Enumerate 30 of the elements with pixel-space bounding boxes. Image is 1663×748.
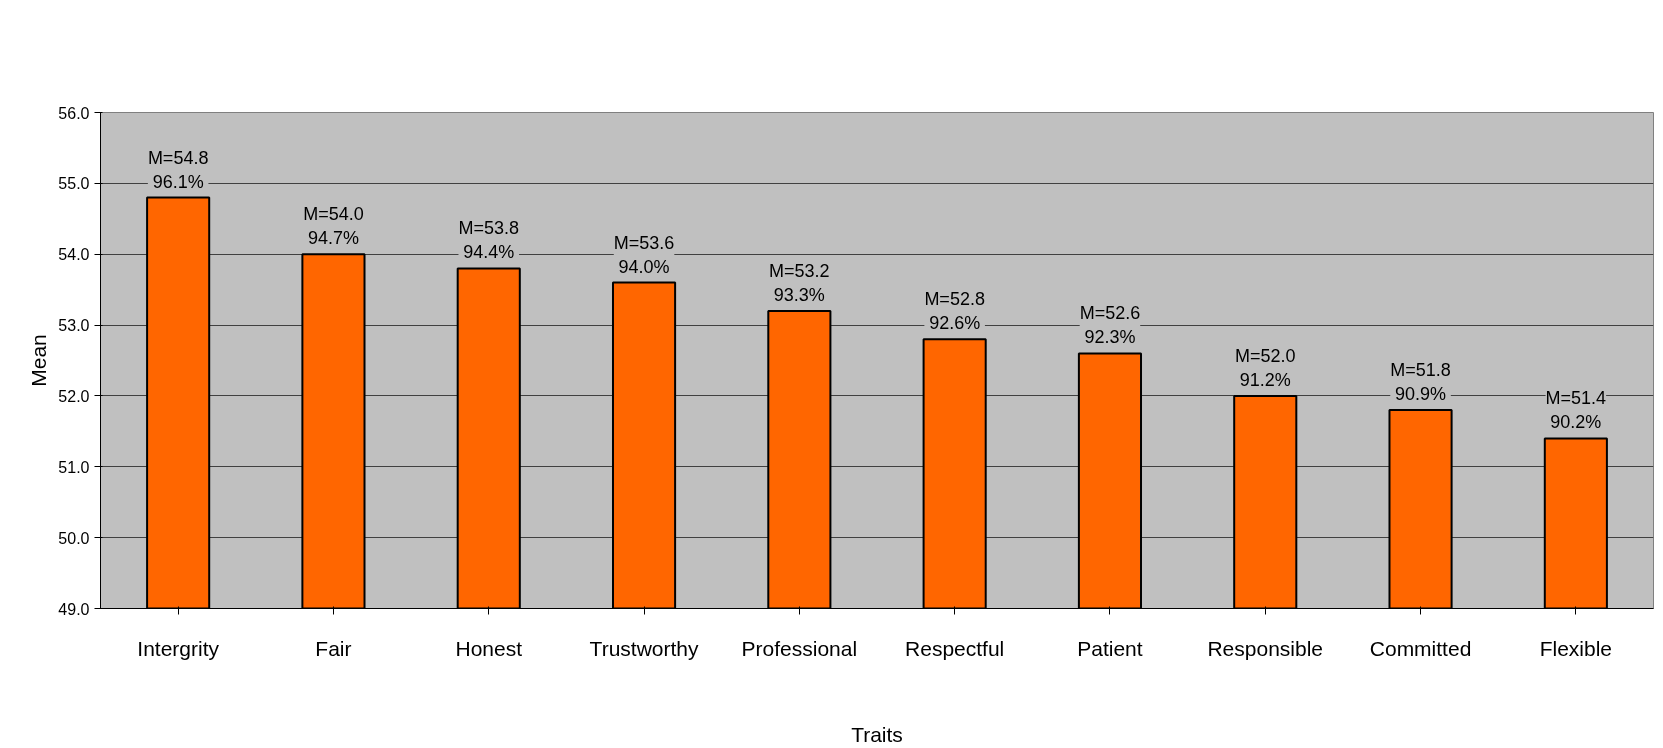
y-tick-label: 50.0 — [58, 529, 90, 547]
data-label: M=52.8 92.6% — [924, 289, 985, 334]
y-tick-label: 52.0 — [58, 387, 90, 405]
x-tick-label: Honest — [455, 636, 523, 660]
data-label: M=53.8 94.4% — [458, 218, 520, 263]
x-axis-title: Traits — [851, 722, 903, 746]
y-tick-label: 55.0 — [58, 175, 90, 193]
y-tick-label: 51.0 — [58, 458, 90, 476]
data-label: M=52.6 92.3% — [1079, 303, 1141, 348]
x-tick-label: Flexible — [1539, 636, 1613, 660]
y-tick-label: 56.0 — [58, 104, 90, 122]
data-label: M=51.8 90.9% — [1390, 360, 1451, 405]
x-tick-label: Patient — [1077, 636, 1143, 660]
y-axis-title: Mean — [27, 334, 51, 387]
y-tick-label: 53.0 — [58, 317, 90, 335]
x-tick-label: Respectful — [905, 636, 1005, 660]
x-tick-label: Trustworthy — [589, 636, 699, 660]
data-label: M=53.6 94.0% — [613, 232, 675, 277]
y-tick-label: 49.0 — [58, 600, 90, 618]
data-label: M=53.2 93.3% — [769, 260, 830, 305]
x-tick-label: Responsible — [1207, 636, 1324, 660]
y-tick-label: 54.0 — [58, 246, 90, 264]
x-tick-label: Fair — [315, 636, 352, 660]
x-tick-label: Professional — [741, 636, 858, 660]
data-label: M=51.4 90.2% — [1545, 388, 1607, 433]
x-tick-label: Committed — [1369, 636, 1472, 660]
data-label: M=52.0 91.2% — [1234, 345, 1296, 390]
data-label: M=54.0 94.7% — [303, 204, 364, 249]
data-label: M=54.8 96.1% — [147, 147, 209, 192]
x-tick-label: Intergrity — [137, 636, 220, 660]
